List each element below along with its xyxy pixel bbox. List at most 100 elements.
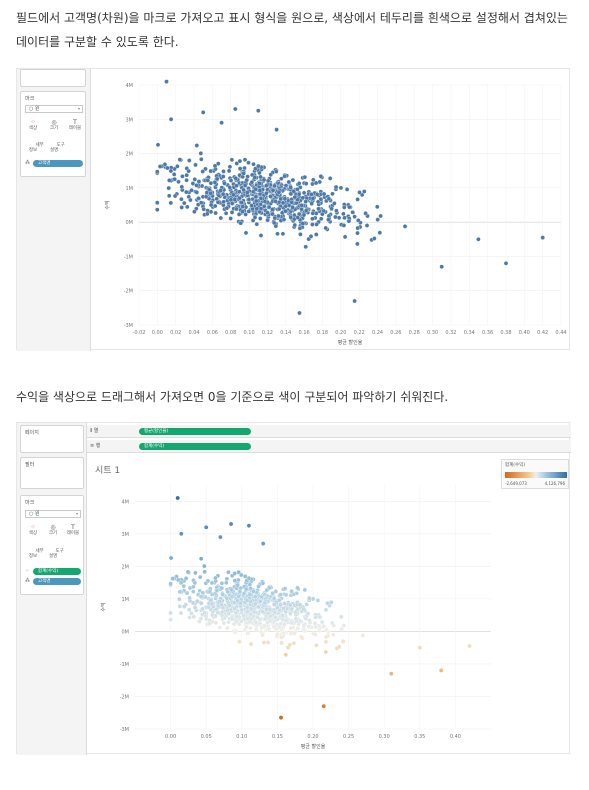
scatter-point[interactable] xyxy=(270,207,275,212)
scatter-point[interactable] xyxy=(290,205,295,210)
scatter-point[interactable] xyxy=(212,203,218,209)
scatter-point[interactable] xyxy=(223,211,229,216)
scatter-point[interactable] xyxy=(296,181,302,186)
scatter-point[interactable] xyxy=(208,202,214,208)
scatter-point[interactable] xyxy=(283,592,289,598)
scatter-point[interactable] xyxy=(286,179,292,185)
scatter-point[interactable] xyxy=(292,194,298,200)
scatter-point[interactable] xyxy=(315,199,321,205)
scatter-point[interactable] xyxy=(233,176,239,181)
scatter-point[interactable] xyxy=(336,644,342,650)
scatter-point[interactable] xyxy=(355,197,360,202)
scatter-point[interactable] xyxy=(266,626,272,632)
scatter-point[interactable] xyxy=(375,217,380,222)
scatter-point[interactable] xyxy=(364,223,370,228)
scatter-point[interactable] xyxy=(438,668,444,673)
scatter-point[interactable] xyxy=(274,169,279,174)
mark-type-select-2[interactable]: ○ 원 ▾ xyxy=(25,510,81,518)
scatter-point[interactable] xyxy=(282,196,288,202)
scatter-point[interactable] xyxy=(261,640,267,645)
scatter-point[interactable] xyxy=(197,619,202,624)
scatter-point[interactable] xyxy=(308,234,314,239)
scatter-point[interactable] xyxy=(314,643,319,648)
scatter-point[interactable] xyxy=(247,582,253,587)
scatter-point[interactable] xyxy=(248,606,254,612)
scatter-point[interactable] xyxy=(277,624,282,630)
scatter-point[interactable] xyxy=(194,183,199,188)
scatter-point[interactable] xyxy=(237,639,242,644)
scatter-point[interactable] xyxy=(168,581,173,586)
scatter-point[interactable] xyxy=(184,177,189,183)
scatter-point[interactable] xyxy=(278,602,283,608)
scatter-point[interactable] xyxy=(268,172,273,178)
scatter-point[interactable] xyxy=(253,194,259,200)
scatter-point[interactable] xyxy=(231,192,236,198)
scatter-point[interactable] xyxy=(248,625,253,631)
scatter-point[interactable] xyxy=(239,607,244,613)
scatter-point[interactable] xyxy=(180,174,185,179)
scatter-point[interactable] xyxy=(321,624,326,629)
scatter-point[interactable] xyxy=(249,203,254,208)
scatter-point[interactable] xyxy=(245,616,251,621)
scatter-point[interactable] xyxy=(165,165,170,171)
scatter-point[interactable] xyxy=(177,596,182,602)
scatter-point[interactable] xyxy=(246,209,251,214)
scatter-point[interactable] xyxy=(236,594,241,599)
scatter-point[interactable] xyxy=(272,602,277,607)
scatter-point[interactable] xyxy=(260,541,266,546)
scatter-point[interactable] xyxy=(206,604,211,610)
scatter-point[interactable] xyxy=(288,620,294,626)
scatter-point[interactable] xyxy=(257,170,262,176)
scatter-point[interactable] xyxy=(341,211,346,217)
scatter-point[interactable] xyxy=(228,521,234,527)
size-button-2[interactable]: ◎ 크기 xyxy=(44,524,62,538)
scatter-point[interactable] xyxy=(314,232,319,237)
scatter-point[interactable] xyxy=(302,174,308,180)
scatter-point[interactable] xyxy=(168,555,174,561)
scatter-point[interactable] xyxy=(186,194,192,200)
scatter-point[interactable] xyxy=(200,169,205,174)
scatter-point[interactable] xyxy=(283,652,289,658)
scatter-point[interactable] xyxy=(168,117,174,122)
scatter-point[interactable] xyxy=(325,600,330,606)
scatter-point[interactable] xyxy=(166,193,172,199)
scatter-point[interactable] xyxy=(303,208,309,213)
scatter-point[interactable] xyxy=(283,618,289,623)
scatter-point[interactable] xyxy=(313,624,319,630)
scatter-point[interactable] xyxy=(342,215,347,221)
scatter-point[interactable] xyxy=(225,589,230,595)
scatter-point[interactable] xyxy=(217,625,223,630)
scatter-point[interactable] xyxy=(262,600,268,606)
scatter-point[interactable] xyxy=(339,614,344,620)
scatter-point[interactable] xyxy=(253,620,259,625)
scatter-point[interactable] xyxy=(229,587,234,593)
scatter-point[interactable] xyxy=(235,598,240,604)
scatter-point[interactable] xyxy=(172,193,178,199)
scatter-point[interactable] xyxy=(315,598,321,603)
scatter-point[interactable] xyxy=(246,160,251,165)
scatter-point[interactable] xyxy=(262,199,268,204)
scatter-point[interactable] xyxy=(170,576,175,581)
scatter-point[interactable] xyxy=(305,611,311,616)
scatter-point[interactable] xyxy=(280,231,286,237)
scatter-point[interactable] xyxy=(301,606,306,612)
scatter-point[interactable] xyxy=(260,632,265,638)
scatter-point[interactable] xyxy=(280,200,286,206)
scatter-point[interactable] xyxy=(264,607,269,612)
scatter-point[interactable] xyxy=(258,206,264,211)
scatter-point[interactable] xyxy=(209,580,215,586)
scatter-point[interactable] xyxy=(275,231,280,237)
scatter-point[interactable] xyxy=(476,237,481,242)
scatter-point[interactable] xyxy=(323,607,329,613)
size-button[interactable]: ◎ 크기 xyxy=(45,119,63,133)
scatter-point[interactable] xyxy=(182,200,187,206)
scatter-point[interactable] xyxy=(213,613,218,619)
scatter-point[interactable] xyxy=(326,217,331,222)
scatter-point[interactable] xyxy=(352,214,357,219)
scatter-point[interactable] xyxy=(164,79,169,84)
scatter-point[interactable] xyxy=(178,580,184,586)
scatter-point[interactable] xyxy=(155,169,160,174)
scatter-point[interactable] xyxy=(227,185,232,190)
scatter-point[interactable] xyxy=(256,604,261,610)
scatter-point[interactable] xyxy=(299,203,304,208)
